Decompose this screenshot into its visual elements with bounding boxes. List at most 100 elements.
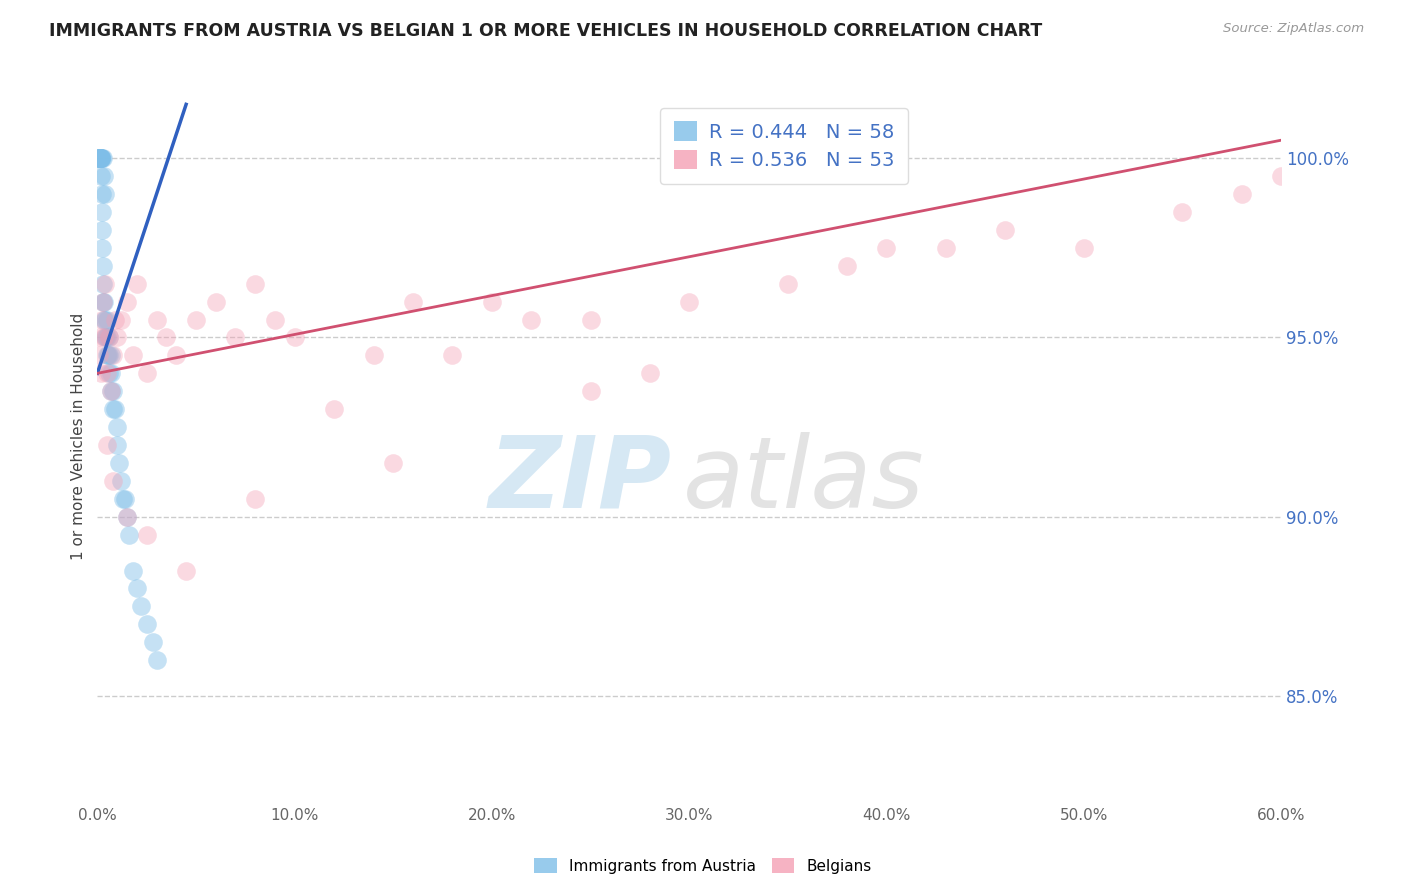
Point [93, 294, 115, 309]
Point [91, 223, 114, 237]
Point [90, 205, 112, 219]
Point [90, 187, 112, 202]
Point [382, 456, 405, 470]
Point [101, 348, 124, 362]
Point [243, 277, 266, 291]
Point [579, 312, 602, 326]
Point [481, 294, 503, 309]
Text: IMMIGRANTS FROM AUSTRIA VS BELGIAN 1 OR MORE VEHICLES IN HOUSEHOLD CORRELATION C: IMMIGRANTS FROM AUSTRIA VS BELGIAN 1 OR … [49, 22, 1042, 40]
Point [638, 367, 661, 381]
Point [111, 491, 134, 506]
Point [104, 312, 127, 326]
Point [520, 312, 543, 326]
Point [101, 384, 124, 399]
Point [243, 491, 266, 506]
Point [224, 330, 246, 344]
Point [101, 402, 124, 417]
Point [110, 474, 132, 488]
Point [90, 151, 112, 165]
Point [835, 259, 858, 273]
Point [125, 277, 148, 291]
Point [184, 312, 207, 326]
Point [105, 438, 128, 452]
Point [94, 312, 117, 326]
Point [135, 527, 157, 541]
Text: atlas: atlas [683, 432, 925, 529]
Point [363, 348, 385, 362]
Point [93, 312, 115, 326]
Point [174, 564, 197, 578]
Point [110, 312, 132, 326]
Point [402, 294, 425, 309]
Point [98, 367, 121, 381]
Point [93, 330, 115, 344]
Point [100, 384, 122, 399]
Point [264, 312, 287, 326]
Point [579, 384, 602, 399]
Point [93, 169, 115, 183]
Point [284, 330, 307, 344]
Point [90, 151, 112, 165]
Point [142, 635, 165, 649]
Point [91, 151, 114, 165]
Point [89, 151, 111, 165]
Point [100, 348, 122, 362]
Point [101, 474, 124, 488]
Point [135, 367, 157, 381]
Point [91, 151, 114, 165]
Point [875, 241, 897, 255]
Point [115, 509, 138, 524]
Point [89, 151, 111, 165]
Point [165, 348, 187, 362]
Point [96, 312, 118, 326]
Point [90, 151, 112, 165]
Point [91, 294, 114, 309]
Point [104, 402, 127, 417]
Text: ZIP: ZIP [488, 432, 672, 529]
Point [96, 348, 118, 362]
Point [114, 491, 136, 506]
Point [935, 241, 957, 255]
Point [145, 653, 167, 667]
Point [678, 294, 700, 309]
Point [323, 402, 346, 417]
Point [96, 330, 118, 344]
Point [96, 367, 118, 381]
Point [125, 582, 148, 596]
Point [89, 151, 111, 165]
Point [98, 330, 121, 344]
Point [90, 151, 112, 165]
Point [100, 384, 122, 399]
Point [89, 348, 111, 362]
Point [204, 294, 226, 309]
Point [89, 330, 111, 344]
Point [129, 599, 152, 614]
Point [1073, 241, 1095, 255]
Y-axis label: 1 or more Vehicles in Household: 1 or more Vehicles in Household [72, 312, 86, 559]
Point [87, 151, 110, 165]
Point [91, 277, 114, 291]
Point [100, 367, 122, 381]
Point [89, 151, 111, 165]
Point [1171, 205, 1194, 219]
Point [97, 348, 120, 362]
Point [94, 330, 117, 344]
Point [994, 223, 1017, 237]
Point [96, 438, 118, 452]
Point [115, 294, 138, 309]
Point [94, 187, 117, 202]
Point [90, 367, 112, 381]
Point [91, 312, 114, 326]
Point [155, 330, 177, 344]
Text: Source: ZipAtlas.com: Source: ZipAtlas.com [1223, 22, 1364, 36]
Legend: Immigrants from Austria, Belgians: Immigrants from Austria, Belgians [529, 852, 877, 880]
Point [91, 259, 114, 273]
Point [105, 330, 128, 344]
Point [1230, 187, 1253, 202]
Point [776, 277, 799, 291]
Point [89, 151, 111, 165]
Point [87, 151, 110, 165]
Point [98, 330, 121, 344]
Point [90, 169, 112, 183]
Point [89, 151, 111, 165]
